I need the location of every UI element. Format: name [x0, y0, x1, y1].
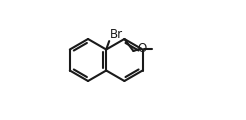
Text: O: O: [138, 42, 147, 55]
Text: Br: Br: [110, 27, 123, 41]
